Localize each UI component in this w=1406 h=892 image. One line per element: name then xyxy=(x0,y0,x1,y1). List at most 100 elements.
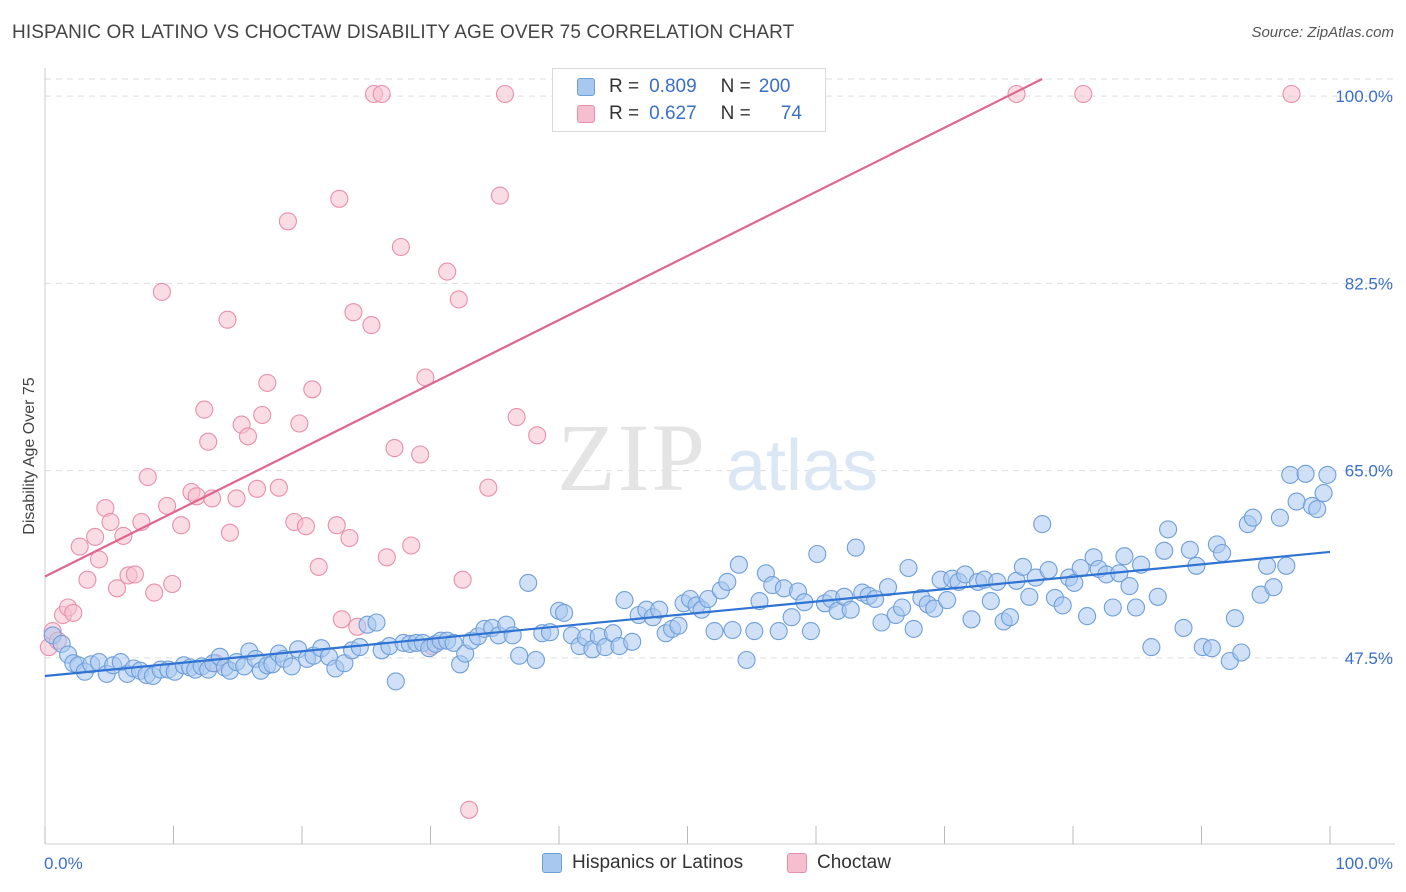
hispanic-point xyxy=(1115,547,1134,566)
hispanic-point xyxy=(846,538,865,557)
legend-swatch-blue xyxy=(577,78,595,96)
choctaw-point xyxy=(296,517,315,536)
choctaw-point xyxy=(362,316,381,335)
hispanic-point xyxy=(519,573,538,592)
choctaw-point xyxy=(70,537,89,556)
choctaw-point xyxy=(1282,84,1301,104)
hispanic-trend-line xyxy=(44,550,1331,678)
hispanic-point xyxy=(808,544,827,564)
watermark-zip: ZIP xyxy=(557,404,707,511)
chart-title: HISPANIC OR LATINO VS CHOCTAW DISABILITY… xyxy=(12,22,795,43)
choctaw-point xyxy=(438,262,457,281)
hispanic-point xyxy=(801,622,820,641)
hispanic-point xyxy=(769,622,788,641)
hispanic-point xyxy=(1159,520,1178,539)
choctaw-point xyxy=(479,478,498,497)
choctaw-point xyxy=(372,84,391,104)
choctaw-point xyxy=(258,373,277,392)
choctaw-point xyxy=(309,557,328,576)
choctaw-point xyxy=(460,800,479,819)
legend-n-value: 74 xyxy=(780,103,802,124)
choctaw-point xyxy=(247,479,267,498)
hispanic-point xyxy=(988,572,1007,591)
legend-r-label: R = xyxy=(609,103,640,124)
choctaw-point xyxy=(411,445,430,464)
hispanic-point xyxy=(737,650,756,670)
watermark: ZIP atlas xyxy=(557,404,878,511)
y-axis-label: Disability Age Over 75 xyxy=(21,377,38,535)
choctaw-point xyxy=(125,565,144,584)
y-tick-label: 100.0% xyxy=(1335,87,1393,106)
hispanic-point xyxy=(745,622,764,641)
hispanic-point xyxy=(367,613,386,632)
series-swatch-pink xyxy=(787,853,807,873)
choctaw-points xyxy=(39,84,1301,819)
hispanic-point xyxy=(1264,578,1283,597)
choctaw-point xyxy=(449,290,468,309)
hispanic-point xyxy=(444,633,463,652)
hispanic-point xyxy=(1013,557,1032,576)
hispanic-point xyxy=(1202,639,1221,658)
hispanic-point xyxy=(1155,541,1174,560)
legend-swatch-pink xyxy=(577,105,595,123)
choctaw-point xyxy=(290,414,309,433)
choctaw-point xyxy=(227,489,246,508)
hispanic-point xyxy=(526,650,545,670)
hispanic-point xyxy=(1103,598,1122,617)
choctaw-point xyxy=(64,603,83,622)
choctaw-point xyxy=(101,512,120,532)
hispanic-point xyxy=(386,672,405,691)
hispanic-point xyxy=(1213,543,1232,563)
hispanic-point xyxy=(1308,500,1327,519)
choctaw-point xyxy=(163,574,182,594)
choctaw-point xyxy=(377,548,396,567)
choctaw-point xyxy=(107,579,127,598)
trend-lines xyxy=(44,78,1331,678)
hispanic-point xyxy=(1314,484,1333,503)
choctaw-point xyxy=(238,427,258,446)
axes xyxy=(44,68,1395,845)
hispanic-point xyxy=(893,598,912,617)
legend-n-label: N = xyxy=(720,76,751,97)
choctaw-point xyxy=(402,536,421,555)
hispanic-point xyxy=(1000,608,1020,627)
hispanic-point xyxy=(925,599,944,618)
hispanic-point xyxy=(718,572,737,591)
hispanic-point xyxy=(1142,638,1161,657)
hispanic-point xyxy=(623,632,642,651)
series-legend: Hispanics or Latinos Choctaw xyxy=(0,852,1406,878)
hispanic-point xyxy=(723,620,742,640)
legend-row-hispanic: R = 0.809 N = 200 xyxy=(577,75,790,99)
hispanic-point xyxy=(510,646,529,665)
choctaw-point xyxy=(528,426,547,445)
choctaw-point xyxy=(199,432,218,451)
choctaw-point xyxy=(195,400,214,419)
choctaw-point xyxy=(89,550,109,569)
hispanic-point xyxy=(1020,587,1039,606)
choctaw-point xyxy=(278,212,297,231)
hispanic-point xyxy=(615,591,634,610)
hispanic-point xyxy=(866,589,885,609)
hispanic-point xyxy=(699,589,718,609)
hispanic-point xyxy=(729,555,748,574)
legend-n-label: N = xyxy=(720,103,751,124)
hispanic-point xyxy=(1180,540,1199,559)
legend-row-choctaw: R = 0.627 N = 74 xyxy=(577,102,802,126)
choctaw-trend-line xyxy=(44,78,1043,578)
tick-labels: 47.5% 65.0% 82.5% 100.0% 0.0% 100.0% xyxy=(44,87,1393,873)
choctaw-point xyxy=(220,523,240,542)
watermark-atlas: atlas xyxy=(726,426,878,506)
hispanic-point xyxy=(1318,465,1337,484)
hispanic-point xyxy=(904,619,923,638)
hispanic-point xyxy=(1277,556,1296,575)
choctaw-point xyxy=(86,527,105,546)
hispanic-point xyxy=(1281,465,1300,484)
hispanic-point xyxy=(899,558,918,578)
choctaw-point xyxy=(340,528,359,548)
hispanic-points xyxy=(43,464,1337,691)
source-text: Source: ZipAtlas.com xyxy=(1251,24,1394,41)
y-tick-label: 65.0% xyxy=(1345,462,1393,481)
hispanic-point xyxy=(1148,587,1167,606)
hispanic-point xyxy=(1287,492,1306,511)
x-tick-label: 100.0% xyxy=(1335,854,1393,873)
